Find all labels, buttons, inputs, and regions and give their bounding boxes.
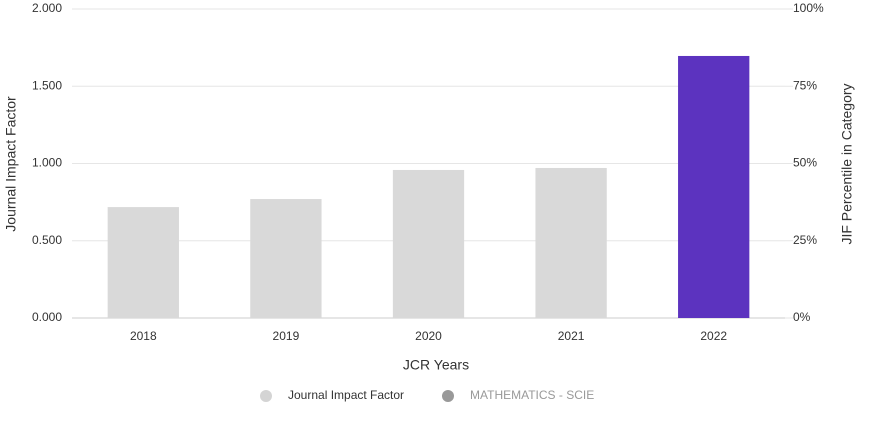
x-tick-label: 2019 [273, 329, 300, 343]
legend-label[interactable]: Journal Impact Factor [288, 388, 404, 402]
y-tick-label: 2.000 [32, 1, 62, 15]
y-tick-label: 0.000 [32, 310, 62, 324]
x-tick-label: 2021 [558, 329, 585, 343]
x-axis-title: JCR Years [403, 357, 469, 373]
y2-tick-label: 100% [793, 1, 824, 15]
bar [678, 55, 750, 319]
x-tick-label: 2022 [700, 329, 727, 343]
y-tick-label: 0.500 [32, 233, 62, 247]
y-tick-label: 1.500 [32, 78, 62, 92]
x-tick-label: 2020 [415, 329, 442, 343]
y2-tick-label: 0% [793, 310, 811, 324]
y-tick-label: 1.000 [32, 156, 62, 170]
legend-label[interactable]: MATHEMATICS - SCIE [470, 388, 594, 402]
y2-tick-label: 25% [793, 233, 817, 247]
bar [107, 207, 179, 318]
y2-tick-label: 50% [793, 156, 817, 170]
bar [535, 167, 607, 318]
y2-axis-title: JIF Percentile in Category [839, 83, 855, 244]
bar [392, 169, 465, 318]
legend-marker[interactable] [260, 390, 272, 402]
bar [250, 199, 322, 318]
y-axis-title: Journal Impact Factor [3, 96, 19, 232]
legend-marker[interactable] [442, 390, 454, 402]
x-tick-label: 2018 [130, 329, 157, 343]
y2-tick-label: 75% [793, 78, 817, 92]
